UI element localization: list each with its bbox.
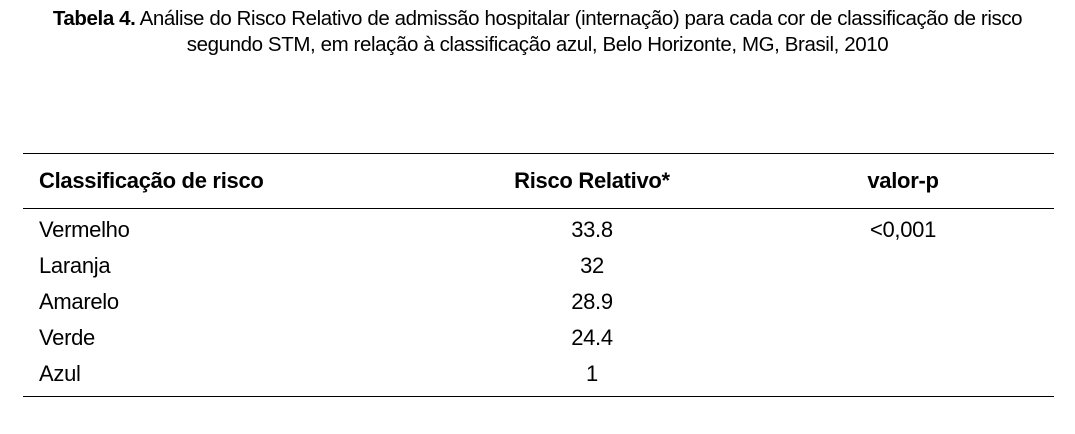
cell-classification: Verde [39, 325, 95, 350]
cell-p-value [752, 320, 1054, 356]
table-caption-label: Tabela 4. [52, 7, 136, 30]
cell-classification: Laranja [39, 253, 111, 278]
table-row: Verde 24.4 [23, 320, 1054, 356]
cell-p-value: <0,001 [869, 217, 937, 242]
risk-table-container: Classificação de risco Risco Relativo* v… [23, 153, 1054, 397]
table-caption: Tabela 4. Análise do Risco Relativo de a… [20, 6, 1055, 58]
table-row: Vermelho 33.8 <0,001 [23, 209, 1054, 249]
table-caption-text: Análise do Risco Relativo de admissão ho… [139, 7, 1023, 56]
risk-table: Classificação de risco Risco Relativo* v… [23, 153, 1054, 397]
cell-classification: Azul [39, 361, 81, 386]
cell-relative-risk: 32 [580, 253, 604, 278]
cell-p-value [752, 284, 1054, 320]
cell-classification: Amarelo [39, 289, 119, 314]
cell-p-value [752, 248, 1054, 284]
header-relative-risk: Risco Relativo* [514, 168, 670, 193]
table-row: Azul 1 [23, 356, 1054, 397]
cell-relative-risk: 1 [586, 361, 598, 386]
header-p-value: valor-p [867, 168, 939, 193]
cell-p-value [752, 356, 1054, 397]
table-row: Laranja 32 [23, 248, 1054, 284]
header-risk-classification: Classificação de risco [39, 168, 264, 193]
cell-relative-risk: 24.4 [571, 325, 613, 350]
table-header-row: Classificação de risco Risco Relativo* v… [23, 153, 1054, 209]
table-row: Amarelo 28.9 [23, 284, 1054, 320]
cell-relative-risk: 28.9 [571, 289, 613, 314]
cell-relative-risk: 33.8 [571, 217, 613, 242]
cell-classification: Vermelho [39, 217, 130, 242]
